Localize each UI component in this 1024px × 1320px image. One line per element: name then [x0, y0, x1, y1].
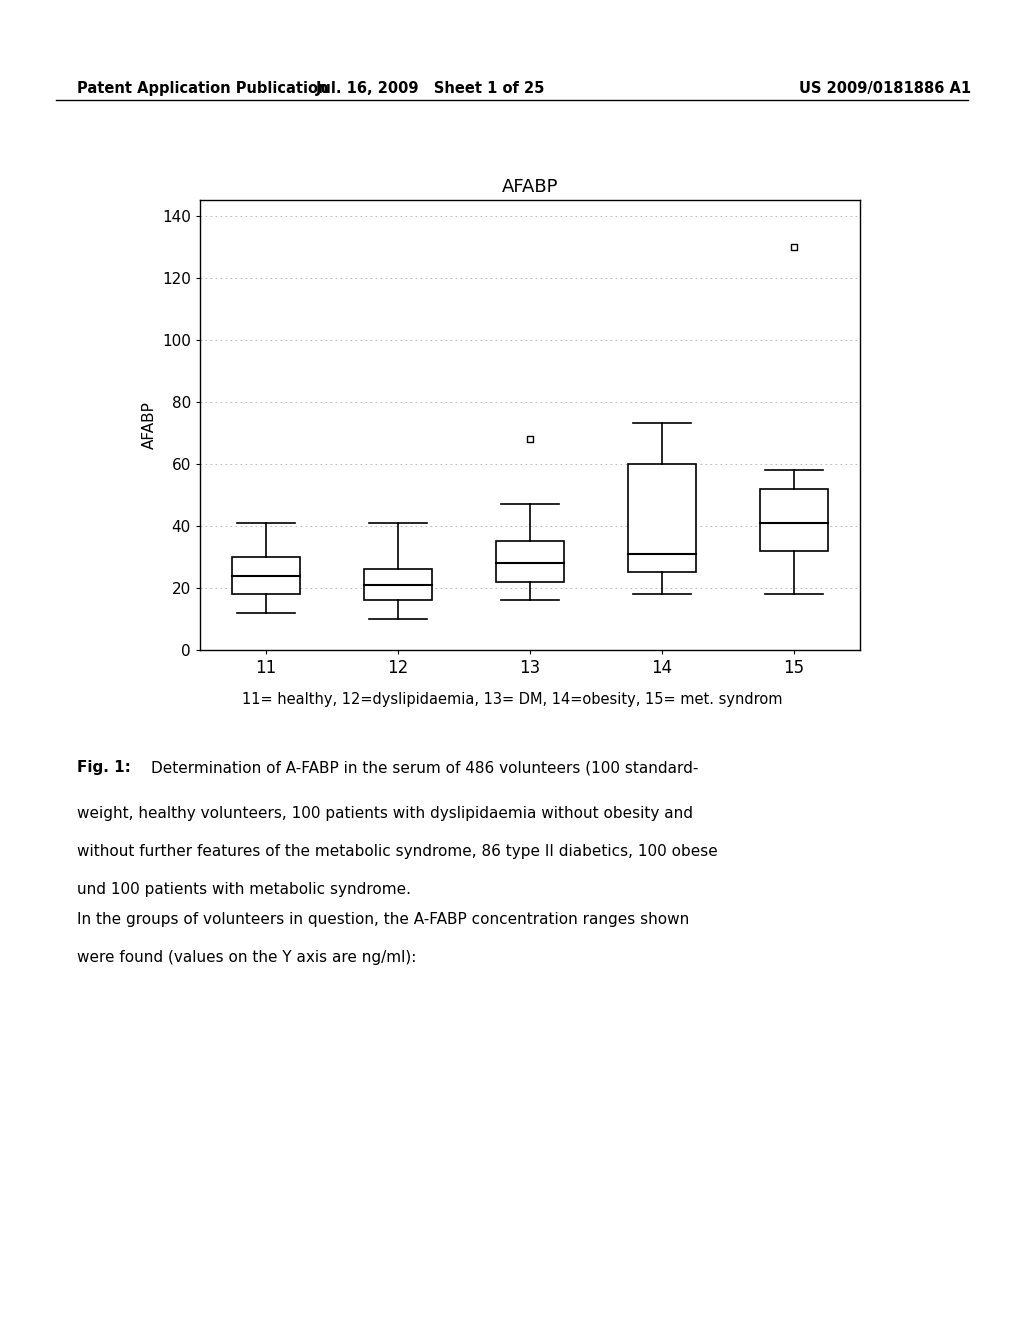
- Text: without further features of the metabolic syndrome, 86 type II diabetics, 100 ob: without further features of the metaboli…: [77, 843, 718, 859]
- Text: were found (values on the Y axis are ng/ml):: were found (values on the Y axis are ng/…: [77, 950, 416, 965]
- Text: Determination of A-FABP in the serum of 486 volunteers (100 standard-: Determination of A-FABP in the serum of …: [151, 760, 698, 775]
- Title: AFABP: AFABP: [502, 178, 558, 195]
- Bar: [628, 463, 696, 573]
- Y-axis label: AFABP: AFABP: [141, 401, 157, 449]
- Bar: [760, 488, 828, 550]
- Text: US 2009/0181886 A1: US 2009/0181886 A1: [799, 81, 971, 95]
- Text: weight, healthy volunteers, 100 patients with dyslipidaemia without obesity and: weight, healthy volunteers, 100 patients…: [77, 807, 693, 821]
- Text: In the groups of volunteers in question, the A-FABP concentration ranges shown: In the groups of volunteers in question,…: [77, 912, 689, 927]
- Bar: [364, 569, 432, 601]
- Text: 11= healthy, 12=dyslipidaemia, 13= DM, 14=obesity, 15= met. syndrom: 11= healthy, 12=dyslipidaemia, 13= DM, 1…: [242, 692, 782, 708]
- Text: und 100 patients with metabolic syndrome.: und 100 patients with metabolic syndrome…: [77, 882, 411, 898]
- Text: Patent Application Publication: Patent Application Publication: [77, 81, 329, 95]
- Bar: [231, 557, 300, 594]
- Text: Fig. 1:: Fig. 1:: [77, 760, 131, 775]
- Text: Jul. 16, 2009   Sheet 1 of 25: Jul. 16, 2009 Sheet 1 of 25: [315, 81, 545, 95]
- Bar: [496, 541, 564, 582]
